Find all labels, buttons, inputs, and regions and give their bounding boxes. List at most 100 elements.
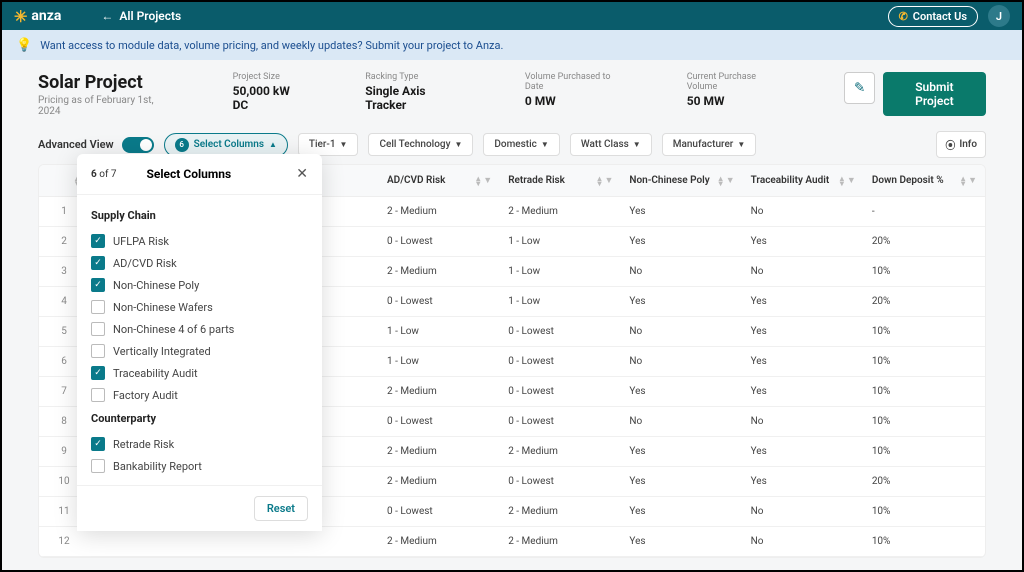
cell: Yes <box>621 467 742 496</box>
cell: 0 - Lowest <box>379 497 500 526</box>
advanced-view-toggle-wrap: Advanced View <box>38 137 154 153</box>
cell: 2 - Medium <box>500 527 621 556</box>
cell: 20% <box>864 287 985 316</box>
cell: 10% <box>864 257 985 286</box>
filter-tier-1[interactable]: Tier-1 ▼ <box>298 133 359 156</box>
column-header[interactable]: Traceability Audit▴▾▼ <box>743 165 864 196</box>
column-option[interactable]: ✓Non-Chinese Poly <box>91 274 308 296</box>
pencil-icon: ✎ <box>854 81 865 96</box>
filter-icon[interactable]: ▼ <box>604 175 613 186</box>
meta-value: 0 MW <box>525 94 627 108</box>
meta-label: Volume Purchased to Date <box>525 72 627 92</box>
filter-watt-class[interactable]: Watt Class ▼ <box>570 133 652 156</box>
cell: 1 - Low <box>500 227 621 256</box>
cell: No <box>743 497 864 526</box>
cell: - <box>864 197 985 226</box>
column-option[interactable]: ✓UFLPA Risk <box>91 230 308 252</box>
cell: 0 - Lowest <box>500 317 621 346</box>
checkbox-icon: ✓ <box>91 437 105 451</box>
cell: Yes <box>743 287 864 316</box>
cell: 20% <box>864 227 985 256</box>
cell: No <box>743 527 864 556</box>
cell: 1 - Low <box>500 287 621 316</box>
column-option[interactable]: Vertically Integrated <box>91 340 308 362</box>
column-option[interactable]: Non-Chinese 4 of 6 parts <box>91 318 308 340</box>
filter-icon[interactable]: ▼ <box>726 175 735 186</box>
submit-project-button[interactable]: Submit Project <box>883 72 986 116</box>
close-icon[interactable]: ✕ <box>296 166 308 182</box>
checkbox-icon <box>91 322 105 336</box>
cell: No <box>621 407 742 436</box>
cell: 2 - Medium <box>379 377 500 406</box>
cell: 0 - Lowest <box>500 407 621 436</box>
column-option-label: Retrade Risk <box>113 438 174 451</box>
banner-text: Want access to module data, volume prici… <box>40 39 503 52</box>
column-option[interactable]: Factory Audit <box>91 384 308 406</box>
cell: 2 - Medium <box>379 467 500 496</box>
cell: Yes <box>743 317 864 346</box>
avatar-initial: J <box>996 10 1002 23</box>
advanced-view-label: Advanced View <box>38 138 114 151</box>
cell: No <box>621 317 742 346</box>
column-header[interactable]: AD/CVD Risk▴▾▼ <box>379 165 500 196</box>
column-option-label: AD/CVD Risk <box>113 257 177 270</box>
cell: 10% <box>864 407 985 436</box>
filter-manufacturer[interactable]: Manufacturer ▼ <box>662 133 757 156</box>
cell: 0 - Lowest <box>379 287 500 316</box>
cell: Yes <box>621 437 742 466</box>
cell: 1 - Low <box>500 257 621 286</box>
edit-project-button[interactable]: ✎ <box>844 72 874 104</box>
column-option[interactable]: ✓Traceability Audit <box>91 362 308 384</box>
reset-button[interactable]: Reset <box>254 496 308 521</box>
column-header[interactable]: Retrade Risk▴▾▼ <box>500 165 621 196</box>
cell: Yes <box>743 437 864 466</box>
filter-icon[interactable]: ▼ <box>968 175 977 186</box>
popover-count: 6 of 7 <box>91 169 117 180</box>
contact-us-button[interactable]: ✆ Contact Us <box>888 6 978 27</box>
cell: 2 - Medium <box>500 437 621 466</box>
cell: Yes <box>621 197 742 226</box>
sort-icon[interactable]: ▴▾ <box>476 176 480 186</box>
arrow-left-icon: ← <box>101 9 113 23</box>
sort-icon[interactable]: ▴▾ <box>840 176 844 186</box>
brand-logo[interactable]: ✳ anza <box>14 7 61 26</box>
back-all-projects[interactable]: ← All Projects <box>101 9 181 23</box>
cell: Yes <box>743 227 864 256</box>
cell: 2 - Medium <box>500 197 621 226</box>
user-avatar[interactable]: J <box>988 5 1010 27</box>
select-columns-button[interactable]: 6 Select Columns ▲ <box>164 133 288 157</box>
filter-label: Domestic <box>494 139 537 150</box>
advanced-view-toggle[interactable] <box>122 137 154 153</box>
cell: 1 - Low <box>379 317 500 346</box>
sort-icon[interactable]: ▴▾ <box>719 176 723 186</box>
filter-icon[interactable]: ▼ <box>483 175 492 186</box>
table-row[interactable]: 122 - Medium2 - MediumYesNo10% <box>39 527 985 557</box>
column-option[interactable]: Bankability Report <box>91 455 308 477</box>
filter-icon[interactable]: ▼ <box>847 175 856 186</box>
column-option[interactable]: ✓ AD/CVD Risk <box>91 252 308 274</box>
cell: 2 - Medium <box>500 497 621 526</box>
project-subtitle: Pricing as of February 1st, 2024 <box>38 95 173 117</box>
info-button[interactable]: ⦿ Info <box>936 131 986 158</box>
checkbox-icon: ✓ <box>91 234 105 248</box>
sort-icon[interactable]: ▴▾ <box>961 176 965 186</box>
column-header[interactable]: Non-Chinese Poly▴▾▼ <box>621 165 742 196</box>
cell: No <box>743 257 864 286</box>
filter-cell-technology[interactable]: Cell Technology ▼ <box>368 133 473 156</box>
cell: 1 - Low <box>379 347 500 376</box>
column-option[interactable]: Non-Chinese Wafers <box>91 296 308 318</box>
filter-domestic[interactable]: Domestic ▼ <box>483 133 559 156</box>
chevron-down-icon: ▼ <box>737 140 745 149</box>
brand-name: anza <box>31 8 61 24</box>
chevron-down-icon: ▼ <box>633 140 641 149</box>
meta-label: Racking Type <box>365 72 465 82</box>
checkbox-icon: ✓ <box>91 256 105 270</box>
sort-icon[interactable]: ▴▾ <box>597 176 601 186</box>
cell: Yes <box>743 377 864 406</box>
project-header: Solar Project Pricing as of February 1st… <box>2 60 1022 125</box>
column-option-label: Vertically Integrated <box>113 345 211 358</box>
select-columns-popover: 6 of 7 Select Columns ✕ Supply Chain✓UFL… <box>77 154 322 531</box>
column-header[interactable]: Down Deposit %▴▾▼ <box>864 165 985 196</box>
phone-icon: ✆ <box>899 10 908 23</box>
column-option[interactable]: ✓ Retrade Risk <box>91 433 308 455</box>
